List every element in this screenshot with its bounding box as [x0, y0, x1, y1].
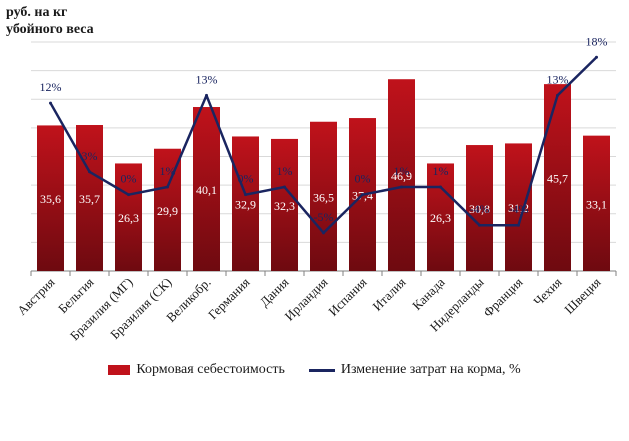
category-label: Испания [325, 275, 369, 319]
category-label: Франция [480, 275, 526, 321]
category-label: Швеция [561, 275, 603, 317]
category-label: Германия [205, 275, 253, 323]
line-point [283, 185, 286, 189]
legend-item-line: Изменение затрат на корма, % [308, 362, 521, 378]
bar [544, 84, 571, 271]
category-label: Ирландия [281, 275, 330, 324]
line-point [166, 185, 169, 189]
bar [271, 138, 298, 271]
bar [427, 163, 454, 271]
bar-value-label: 32,3 [274, 199, 295, 213]
legend: Кормовая себестоимость Изменение затрат … [0, 362, 629, 378]
line-point [205, 93, 208, 97]
line-point [400, 185, 403, 189]
bar-value-label: 45,7 [547, 172, 568, 186]
line-value-label: 3% [82, 149, 98, 163]
category-label: Чехия [530, 275, 564, 309]
legend-item-bars: Кормовая себестоимость [108, 362, 285, 378]
line-value-label: 0% [238, 172, 254, 186]
bar-value-label: 26,3 [118, 211, 139, 225]
legend-bar-label: Кормовая себестоимость [136, 362, 285, 377]
line-point [49, 101, 52, 105]
line-value-label: 1% [433, 164, 449, 178]
y-axis-unit-label: руб. на кг убойного веса [6, 5, 94, 37]
bar-value-label: 40,1 [196, 183, 217, 197]
line-value-label: 0% [355, 172, 371, 186]
bar [193, 107, 220, 271]
line-value-label: 12% [40, 80, 62, 94]
line-point [517, 223, 520, 227]
bar-value-label: 29,9 [157, 204, 178, 218]
category-label: Дания [257, 275, 292, 310]
bar-value-label: 30,8 [469, 202, 490, 216]
bar [232, 136, 259, 271]
bar [466, 145, 493, 271]
line-point [439, 185, 442, 189]
category-label: Италия [369, 275, 408, 314]
line-value-label: 13% [196, 72, 218, 86]
bar [505, 143, 532, 271]
line-value-label: -4% [470, 202, 490, 216]
line-value-label: 18% [586, 34, 608, 48]
bar [115, 163, 142, 271]
bar [310, 121, 337, 271]
line-point [361, 193, 364, 197]
line-value-label: -4% [509, 202, 529, 216]
line-point [244, 193, 247, 197]
bar [154, 148, 181, 271]
line-value-label: -5% [314, 210, 334, 224]
line-value-label: 13% [547, 72, 569, 86]
bar [37, 125, 64, 272]
line-value-label: 1% [160, 164, 176, 178]
bar [388, 79, 415, 272]
bar-value-label: 32,9 [235, 198, 256, 212]
line-point [322, 231, 325, 235]
bar [583, 135, 610, 271]
bar [76, 125, 103, 271]
line-point [478, 223, 481, 227]
category-label: Австрия [14, 275, 57, 318]
line-point [88, 170, 91, 174]
bar-value-label: 35,6 [40, 192, 61, 206]
line-value-label: 1% [394, 164, 410, 178]
legend-bar-swatch [108, 365, 131, 375]
bar-value-label: 46,9 [391, 169, 412, 183]
bar-value-label: 26,3 [430, 211, 451, 225]
line-value-label: 0% [121, 172, 137, 186]
bar-value-label: 35,7 [79, 192, 100, 206]
line-point [595, 55, 598, 59]
line-point [556, 93, 559, 97]
line-value-label: 1% [277, 164, 293, 178]
legend-line-label: Изменение затрат на корма, % [340, 362, 521, 377]
line-point [127, 193, 130, 197]
bar-value-label: 33,1 [586, 197, 607, 211]
bar-value-label: 36,5 [313, 190, 334, 204]
legend-line-swatch [308, 368, 335, 372]
